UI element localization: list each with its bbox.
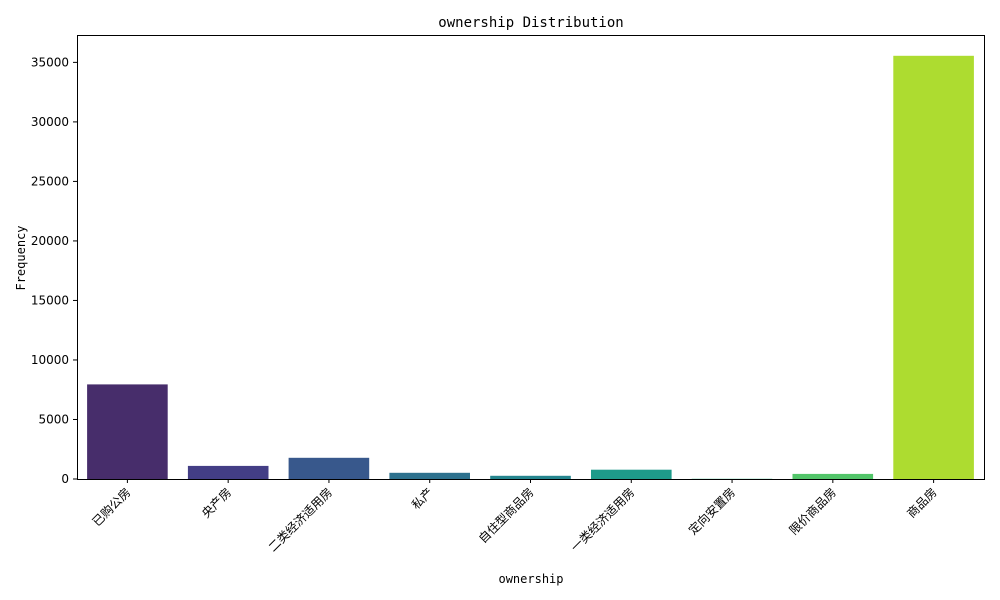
y-tick-label-7: 35000 bbox=[31, 55, 69, 69]
y-tick-label-3: 15000 bbox=[31, 293, 69, 307]
y-tick-label-6: 30000 bbox=[31, 115, 69, 129]
x-axis-label: ownership bbox=[498, 572, 563, 586]
bar-8 bbox=[893, 55, 974, 480]
x-tick-label-7: 限价商品房 bbox=[786, 485, 839, 538]
bar-3 bbox=[389, 472, 470, 479]
x-tick-label-8: 商品房 bbox=[904, 485, 940, 521]
y-tick-label-2: 10000 bbox=[31, 353, 69, 367]
x-tick-label-3: 私产 bbox=[409, 485, 436, 512]
x-tick-label-4: 自住型商品房 bbox=[475, 485, 537, 547]
x-tick-label-5: 一类经济适用房 bbox=[567, 485, 637, 555]
y-axis: 0 5000 10000 15000 20000 25000 30000 35000 bbox=[31, 55, 77, 486]
y-tick-label-0: 0 bbox=[61, 472, 69, 486]
y-tick-label-1: 5000 bbox=[38, 412, 69, 426]
y-tick-label-4: 20000 bbox=[31, 234, 69, 248]
y-axis-label: Frequency bbox=[14, 225, 28, 290]
x-axis: 已购公房 央产房 二类经济适用房 私产 自住型商品房 一类经济适用房 定向安置房 限价商品房 商… bbox=[89, 479, 940, 555]
bar-2 bbox=[288, 457, 370, 479]
x-tick-label-2: 二类经济适用房 bbox=[265, 485, 335, 555]
bar-4 bbox=[490, 475, 571, 479]
bar-1 bbox=[187, 465, 269, 479]
x-tick-label-6: 定向安置房 bbox=[685, 485, 738, 538]
y-tick-label-5: 25000 bbox=[31, 174, 69, 188]
bars-group bbox=[87, 55, 974, 480]
x-tick-label-1: 央产房 bbox=[198, 485, 234, 521]
bar-5 bbox=[591, 469, 672, 479]
x-tick-label-0: 已购公房 bbox=[89, 485, 134, 530]
bar-0 bbox=[87, 384, 168, 479]
plot-frame bbox=[77, 35, 985, 480]
bar-7 bbox=[792, 473, 874, 479]
chart-title: ownership Distribution bbox=[438, 15, 623, 31]
